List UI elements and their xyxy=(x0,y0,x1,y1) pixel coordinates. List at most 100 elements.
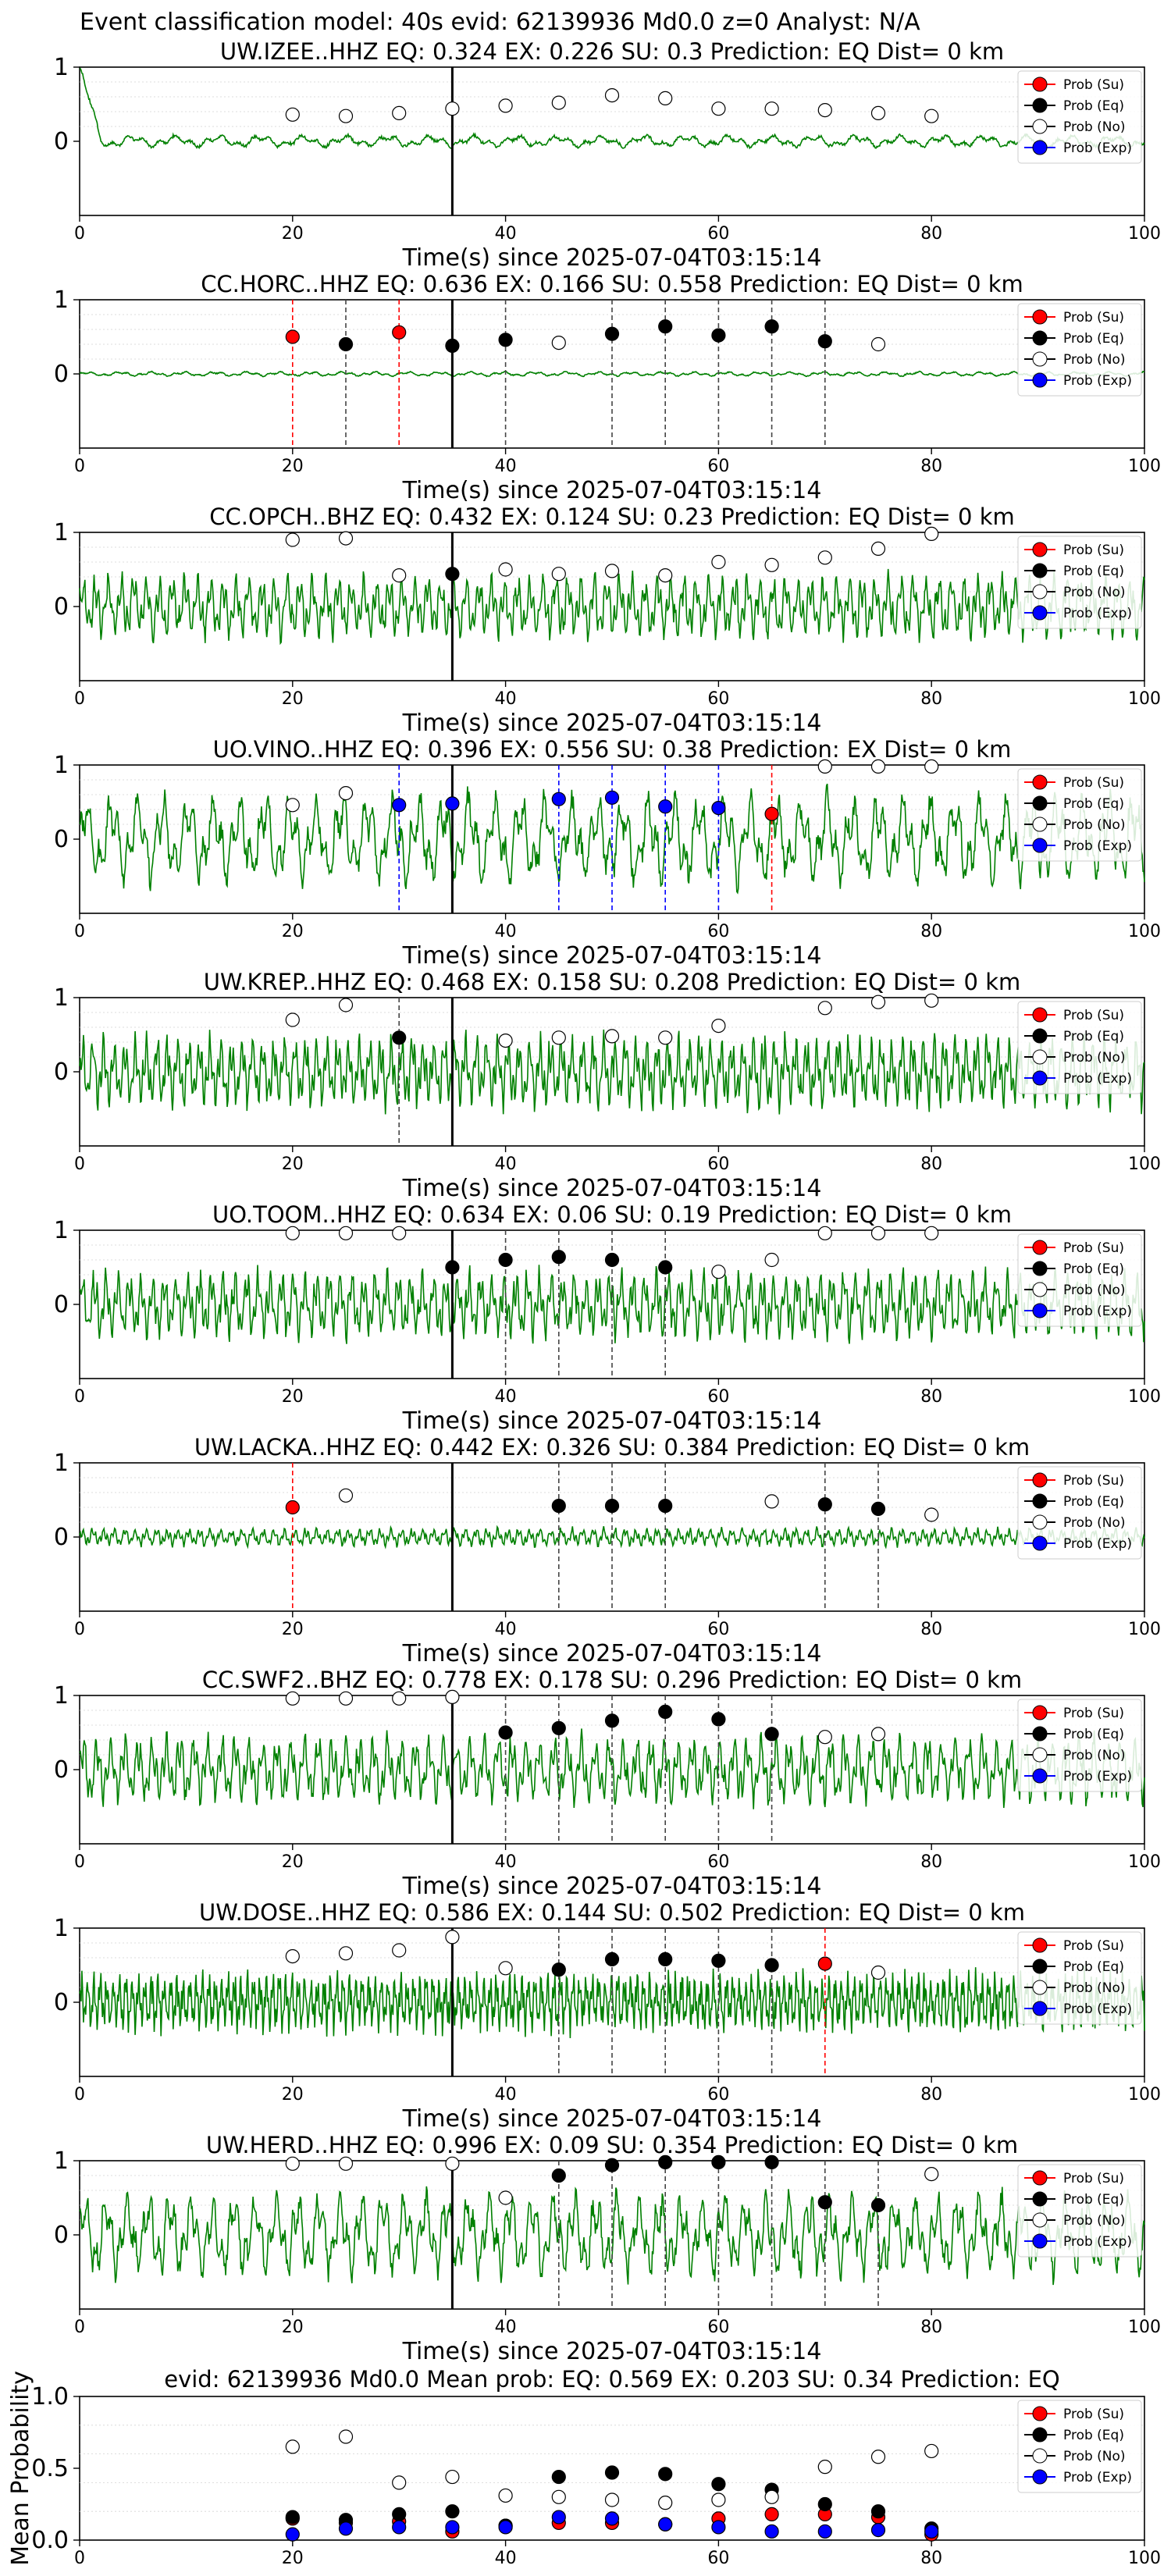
legend-label-eq: Prob (Eq) xyxy=(1063,98,1124,114)
station-panel: UW.HERD..HHZ EQ: 0.996 EX: 0.09 SU: 0.35… xyxy=(54,2132,1161,2365)
prob-marker-eq xyxy=(870,2197,886,2213)
panel-title: CC.OPCH..BHZ EQ: 0.432 EX: 0.124 SU: 0.2… xyxy=(209,503,1015,530)
y-tick-label: 1 xyxy=(54,1682,69,1710)
prob-marker-no xyxy=(338,109,354,123)
prob-marker-eq xyxy=(445,1260,460,1275)
mean-prob-point-exp xyxy=(604,2511,620,2526)
prob-marker-no xyxy=(498,1033,513,1048)
x-tick-label: 20 xyxy=(282,922,304,941)
x-tick-label: 20 xyxy=(282,2085,304,2105)
prob-marker-no xyxy=(285,532,300,547)
legend-marker-no xyxy=(1032,817,1048,832)
y-tick-label: 1 xyxy=(54,1915,69,1942)
legend-label-eq: Prob (Eq) xyxy=(1063,1959,1124,1975)
mean-prob-point-no xyxy=(658,2496,673,2510)
x-tick-label: 20 xyxy=(282,1852,304,1872)
mean-prob-point-exp xyxy=(498,2520,513,2535)
legend-label-exp: Prob (Exp) xyxy=(1063,1536,1132,1552)
legend-marker-eq xyxy=(1032,1959,1048,1974)
legend-label-no: Prob (No) xyxy=(1063,119,1126,135)
x-tick-label: 20 xyxy=(282,1155,304,1174)
prob-marker-eq xyxy=(551,2168,566,2183)
station-panel: CC.OPCH..BHZ EQ: 0.432 EX: 0.124 SU: 0.2… xyxy=(54,503,1161,737)
x-axis-label: Time(s) since 2025-07-04T03:15:14 xyxy=(402,477,822,504)
legend-label-eq: Prob (Eq) xyxy=(1063,2428,1124,2443)
legend-marker-eq xyxy=(1032,795,1048,811)
x-tick-label: 40 xyxy=(495,1620,517,1639)
x-tick-label: 100 xyxy=(1128,2085,1161,2105)
x-tick-label: 100 xyxy=(1128,457,1161,476)
prob-marker-exp xyxy=(392,798,407,813)
legend-label-exp: Prob (Exp) xyxy=(1063,1071,1132,1087)
prob-marker-eq xyxy=(498,1252,513,1268)
prob-marker-eq xyxy=(551,1962,566,1977)
legend-marker-su xyxy=(1032,309,1048,325)
waveform-trace xyxy=(79,1265,1145,1344)
panel-title: CC.HORC..HHZ EQ: 0.636 EX: 0.166 SU: 0.5… xyxy=(201,271,1023,297)
prob-marker-no xyxy=(392,105,407,120)
prob-marker-eq xyxy=(658,1952,673,1966)
prob-marker-no xyxy=(817,1226,832,1240)
y-tick-label: 1 xyxy=(54,984,69,1012)
prob-marker-eq xyxy=(658,319,673,334)
prob-marker-no xyxy=(338,785,354,801)
prob-marker-eq xyxy=(711,1953,726,1968)
legend-label-no: Prob (No) xyxy=(1063,817,1126,833)
prob-marker-eq xyxy=(604,1952,620,1966)
station-panel: UW.DOSE..HHZ EQ: 0.586 EX: 0.144 SU: 0.5… xyxy=(54,1899,1161,2133)
station-panel: UW.LACKA..HHZ EQ: 0.442 EX: 0.326 SU: 0.… xyxy=(54,1434,1161,1667)
mean-prob-point-exp xyxy=(658,2517,673,2532)
x-tick-label: 20 xyxy=(282,457,304,476)
prob-marker-no xyxy=(445,1930,460,1944)
prob-marker-eq xyxy=(764,1727,779,1742)
legend-label-su: Prob (Su) xyxy=(1063,1473,1124,1489)
mean-prob-point-no xyxy=(445,2469,460,2485)
prob-marker-no xyxy=(445,2156,460,2171)
prob-marker-no xyxy=(817,550,832,565)
prob-marker-no xyxy=(924,993,939,1008)
prob-marker-exp xyxy=(604,790,620,805)
x-tick-label: 40 xyxy=(495,2549,517,2568)
legend-label-eq: Prob (Eq) xyxy=(1063,796,1124,812)
prob-marker-no xyxy=(285,1012,300,1027)
prob-marker-no xyxy=(870,994,886,1009)
x-tick-label: 40 xyxy=(495,1155,517,1174)
x-tick-label: 0 xyxy=(74,922,85,941)
panel-title: UW.IZEE..HHZ EQ: 0.324 EX: 0.226 SU: 0.3… xyxy=(220,38,1004,65)
x-tick-label: 60 xyxy=(707,2549,729,2568)
x-tick-label: 0 xyxy=(74,2318,85,2337)
legend-marker-su xyxy=(1032,1007,1048,1023)
prob-marker-no xyxy=(551,336,566,350)
legend-label-no: Prob (No) xyxy=(1063,585,1126,600)
prob-marker-su xyxy=(392,325,407,340)
x-tick-label: 80 xyxy=(920,224,942,244)
station-panel: UW.KREP..HHZ EQ: 0.468 EX: 0.158 SU: 0.2… xyxy=(54,969,1161,1202)
station-panel: UO.TOOM..HHZ EQ: 0.634 EX: 0.06 SU: 0.19… xyxy=(54,1201,1161,1435)
x-tick-label: 60 xyxy=(707,1620,729,1639)
x-tick-label: 0 xyxy=(74,689,85,709)
x-tick-label: 0 xyxy=(74,1852,85,1872)
prob-marker-su xyxy=(817,1956,832,1971)
prob-marker-eq xyxy=(604,1498,620,1514)
x-tick-label: 40 xyxy=(495,457,517,476)
y-tick-label: 0 xyxy=(54,128,69,155)
prob-marker-no xyxy=(924,109,939,123)
prob-marker-no xyxy=(604,1029,620,1044)
legend-marker-exp xyxy=(1032,372,1048,388)
legend-box xyxy=(1017,1699,1142,1792)
y-tick-label: 1 xyxy=(54,286,69,314)
mean-prob-point-no xyxy=(924,2443,939,2459)
prob-marker-no xyxy=(924,1226,939,1240)
prob-marker-no xyxy=(711,1018,726,1034)
waveform-trace xyxy=(79,1028,1145,1115)
legend-label-su: Prob (Su) xyxy=(1063,543,1124,558)
legend-marker-su xyxy=(1032,2406,1048,2421)
legend-marker-su xyxy=(1032,774,1048,790)
x-tick-label: 40 xyxy=(495,922,517,941)
legend-marker-su xyxy=(1032,1705,1048,1720)
prob-marker-no xyxy=(658,91,673,106)
prob-marker-no xyxy=(870,336,886,352)
station-panel: UO.VINO..HHZ EQ: 0.396 EX: 0.556 SU: 0.3… xyxy=(54,736,1161,970)
x-tick-label: 100 xyxy=(1128,1620,1161,1639)
x-tick-label: 60 xyxy=(707,1852,729,1872)
